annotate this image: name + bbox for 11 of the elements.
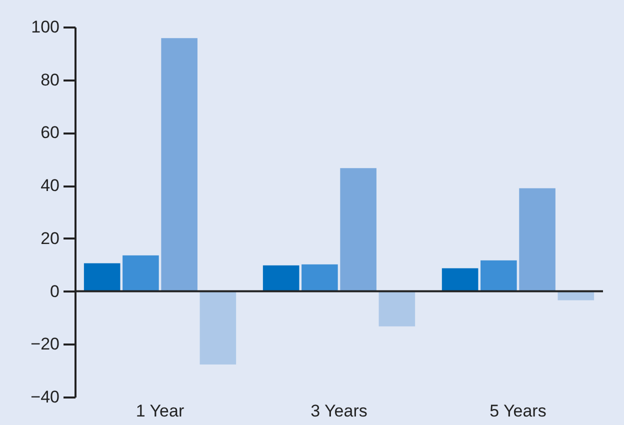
y-tick-label: −40 xyxy=(30,388,60,406)
y-tick-label: −20 xyxy=(30,334,60,354)
x-tick-label: 5 Years xyxy=(490,402,546,420)
y-tick-label: 40 xyxy=(40,176,60,196)
y-tick-label: 80 xyxy=(40,70,60,90)
y-tick-label: 60 xyxy=(40,123,60,142)
x-tick-label: 3 Years xyxy=(310,402,368,420)
x-tick-label: 1 Year xyxy=(136,402,184,420)
y-tick-label: 0 xyxy=(50,282,60,301)
y-tick-label: 100 xyxy=(31,18,60,36)
y-tick-label: 20 xyxy=(40,228,60,248)
